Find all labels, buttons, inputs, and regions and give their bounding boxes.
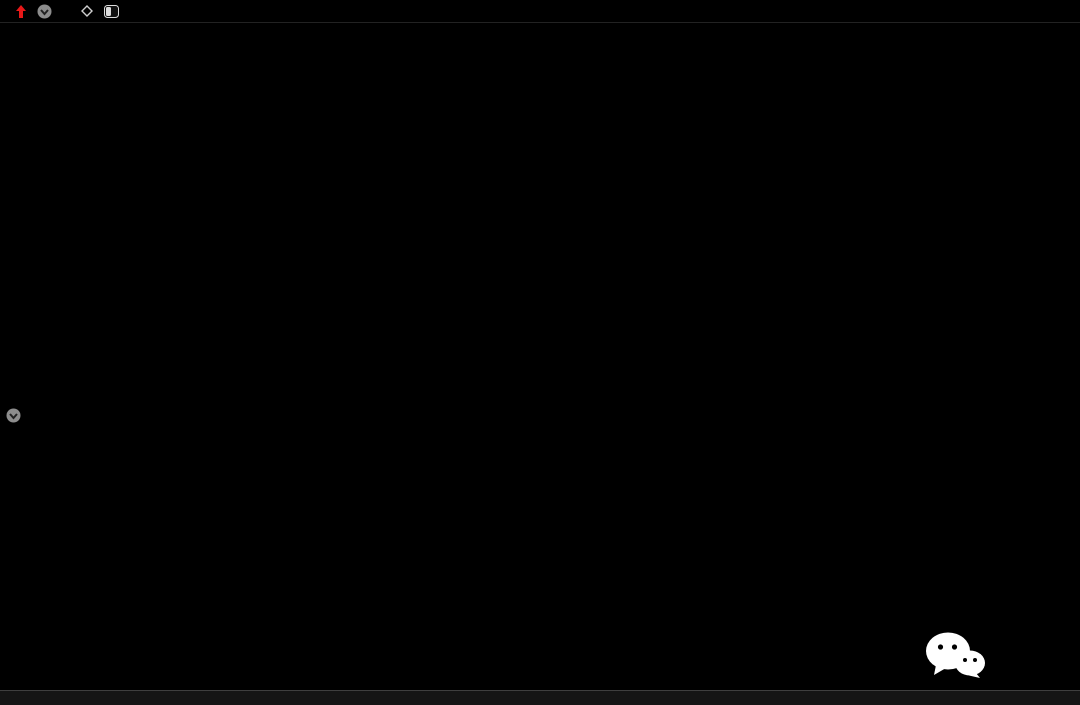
collapse-chevron-icon[interactable] <box>6 408 21 423</box>
watermark <box>924 630 992 678</box>
diamond-icon <box>81 5 93 17</box>
wechat-icon <box>926 632 985 678</box>
boll-pane-header <box>0 406 1080 425</box>
chart-header <box>0 0 1080 23</box>
collapse-chevron-icon[interactable] <box>37 4 52 19</box>
panel-layout-icon[interactable] <box>104 4 119 18</box>
time-axis <box>0 690 1080 705</box>
up-arrow-icon <box>16 4 26 18</box>
